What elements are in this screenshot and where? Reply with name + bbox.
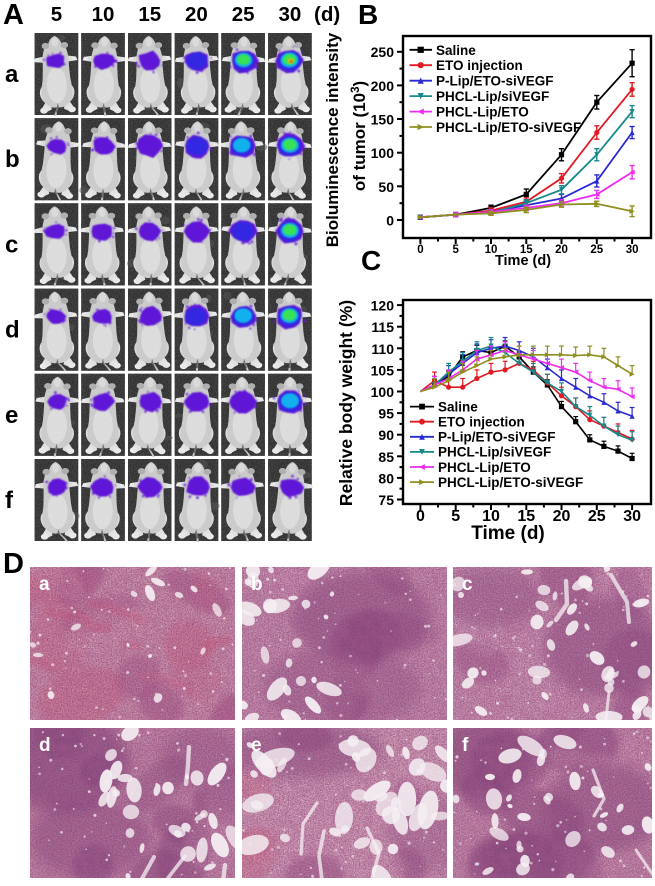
svg-text:15: 15 <box>520 244 533 256</box>
svg-text:PHCL-Lip/siVEGF: PHCL-Lip/siVEGF <box>438 445 551 460</box>
svg-text:105: 105 <box>371 362 395 378</box>
svg-text:PHCL-Lip/ETO: PHCL-Lip/ETO <box>436 105 529 120</box>
svg-text:85: 85 <box>378 449 394 465</box>
svg-text:f: f <box>462 735 469 756</box>
svg-text:25: 25 <box>232 3 255 26</box>
svg-text:100: 100 <box>371 384 395 400</box>
svg-text:c: c <box>462 574 473 595</box>
svg-text:0: 0 <box>386 213 394 229</box>
svg-text:of tumor (103): of tumor (103) <box>350 81 369 191</box>
svg-text:90: 90 <box>378 427 394 443</box>
svg-text:Time (d): Time (d) <box>495 253 551 269</box>
svg-text:10: 10 <box>92 3 115 26</box>
svg-text:A: A <box>3 0 24 31</box>
svg-text:20: 20 <box>555 244 568 256</box>
svg-text:P-Lip/ETO-siVEGF: P-Lip/ETO-siVEGF <box>436 74 554 89</box>
svg-text:120: 120 <box>371 298 395 314</box>
svg-text:a: a <box>39 574 50 595</box>
svg-text:d: d <box>39 735 51 756</box>
svg-text:15: 15 <box>138 3 161 26</box>
svg-text:5: 5 <box>451 508 460 525</box>
svg-text:D: D <box>3 548 24 580</box>
svg-text:e: e <box>5 402 18 429</box>
svg-text:PHCL-Lip/ETO-siVEGF: PHCL-Lip/ETO-siVEGF <box>436 120 581 135</box>
svg-text:110: 110 <box>371 341 394 357</box>
svg-text:f: f <box>5 487 14 514</box>
svg-text:10: 10 <box>485 244 498 256</box>
svg-text:20: 20 <box>553 508 571 525</box>
svg-text:(d): (d) <box>314 3 340 26</box>
svg-text:75: 75 <box>378 492 394 508</box>
svg-text:e: e <box>251 735 262 756</box>
svg-text:5: 5 <box>51 3 62 26</box>
svg-text:10: 10 <box>482 508 500 525</box>
svg-text:PHCL-Lip/siVEGF: PHCL-Lip/siVEGF <box>436 89 549 104</box>
svg-text:30: 30 <box>278 3 301 26</box>
svg-text:30: 30 <box>626 244 639 256</box>
svg-text:P-Lip/ETO-siVEGF: P-Lip/ETO-siVEGF <box>438 430 556 445</box>
svg-text:115: 115 <box>371 319 394 335</box>
svg-text:a: a <box>5 61 19 88</box>
svg-text:80: 80 <box>378 470 394 486</box>
svg-text:B: B <box>358 0 378 30</box>
svg-text:Saline: Saline <box>438 399 478 414</box>
svg-text:200: 200 <box>371 78 395 94</box>
svg-text:C: C <box>361 245 381 276</box>
svg-text:50: 50 <box>378 179 394 195</box>
svg-text:PHCL-Lip/ETO: PHCL-Lip/ETO <box>438 460 531 475</box>
svg-text:150: 150 <box>371 112 395 128</box>
svg-text:30: 30 <box>623 508 641 525</box>
svg-text:100: 100 <box>371 145 395 161</box>
svg-text:20: 20 <box>185 3 208 26</box>
svg-text:PHCL-Lip/ETO-siVEGF: PHCL-Lip/ETO-siVEGF <box>438 475 583 490</box>
svg-text:c: c <box>5 231 18 258</box>
svg-text:ETO injection: ETO injection <box>436 58 523 73</box>
svg-text:Saline: Saline <box>436 43 476 58</box>
svg-text:5: 5 <box>452 244 459 256</box>
svg-text:25: 25 <box>590 244 603 256</box>
svg-text:b: b <box>251 574 263 595</box>
svg-text:95: 95 <box>378 406 394 422</box>
svg-text:Time (d): Time (d) <box>471 523 545 544</box>
svg-text:250: 250 <box>371 44 395 60</box>
svg-text:b: b <box>5 146 20 173</box>
svg-text:ETO injection: ETO injection <box>438 415 525 430</box>
svg-text:d: d <box>5 317 20 344</box>
svg-text:0: 0 <box>417 244 423 256</box>
svg-text:15: 15 <box>517 508 535 525</box>
svg-text:Bioluminescence intensity: Bioluminescence intensity <box>323 32 342 247</box>
svg-text:0: 0 <box>416 508 425 525</box>
svg-text:25: 25 <box>588 508 606 525</box>
svg-text:Relative body weight (%): Relative body weight (%) <box>336 300 356 506</box>
